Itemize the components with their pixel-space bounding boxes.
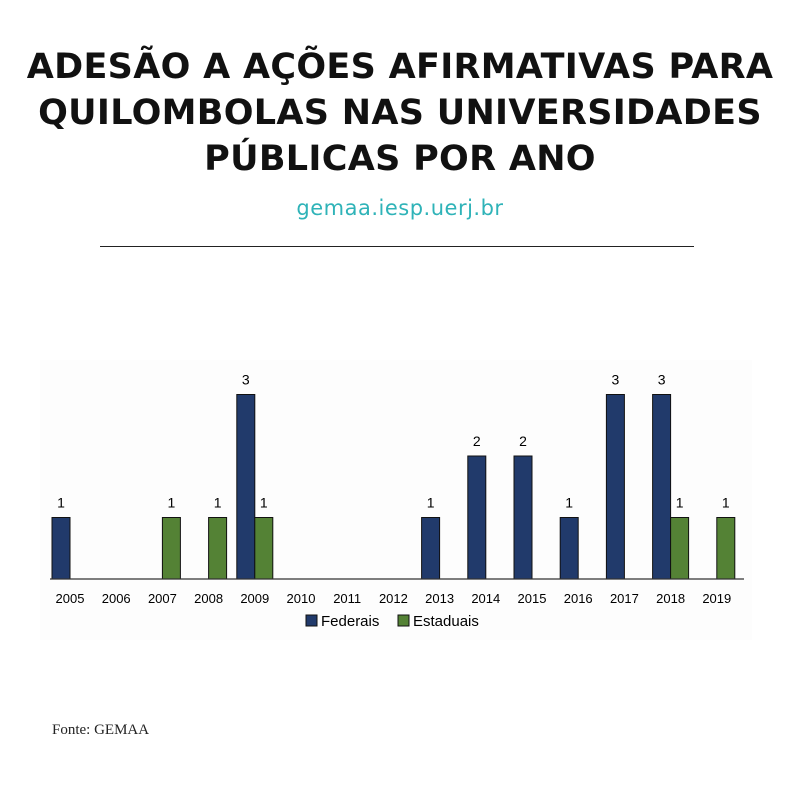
x-tick-label-2012: 2012 — [379, 591, 408, 606]
data-label-federais-2017: 3 — [612, 372, 620, 388]
bar-chart: 1 2005 2006 1 2007 1 2008 3 1 2009 2010 2011 2012 1 20… — [50, 372, 744, 630]
page-title: ADESÃO A AÇÕES AFIRMATIVAS PARA QUILOMBO… — [0, 44, 800, 182]
title-line-1: ADESÃO A AÇÕES AFIRMATIVAS PARA — [26, 47, 774, 87]
x-tick-label-2010: 2010 — [287, 591, 316, 606]
data-label-estaduais-2007: 1 — [168, 495, 176, 511]
x-tick-label-2008: 2008 — [194, 591, 223, 606]
bar-federais-2005 — [51, 517, 71, 580]
data-label-estaduais-2009: 1 — [260, 495, 268, 511]
bar-federais-2017 — [605, 394, 625, 580]
x-tick-label-2017: 2017 — [610, 591, 639, 606]
legend-label-estaduais: Estaduais — [413, 613, 479, 630]
chart-area: 1 2005 2006 1 2007 1 2008 3 1 2009 2010 2011 2012 1 20… — [40, 360, 752, 640]
x-tick-label-2009: 2009 — [240, 591, 269, 606]
bar-estaduais-2008 — [208, 517, 228, 580]
x-tick-label-2019: 2019 — [702, 591, 731, 606]
bar-estaduais-2009 — [254, 517, 274, 580]
bar-federais-2009 — [236, 394, 256, 580]
data-label-federais-2013: 1 — [427, 495, 435, 511]
bar-federais-2013 — [421, 517, 441, 580]
bar-federais-2015 — [513, 455, 533, 580]
data-label-federais-2018: 3 — [658, 372, 666, 388]
bar-federais-2018 — [652, 394, 672, 580]
title-line-2: QUILOMBOLAS NAS UNIVERSIDADES — [38, 93, 762, 133]
x-tick-label-2015: 2015 — [518, 591, 547, 606]
bar-federais-2014 — [467, 455, 487, 580]
data-label-estaduais-2018: 1 — [676, 495, 684, 511]
legend-swatch-estaduais — [397, 614, 410, 627]
source-url-link[interactable]: gemaa.iesp.uerj.br — [296, 196, 504, 220]
data-label-federais-2014: 2 — [473, 433, 481, 449]
data-label-federais-2016: 1 — [565, 495, 573, 511]
bar-estaduais-2018 — [670, 517, 690, 580]
x-tick-label-2014: 2014 — [471, 591, 500, 606]
data-label-estaduais-2008: 1 — [214, 495, 222, 511]
title-line-3: PÚBLICAS POR ANO — [204, 139, 596, 179]
legend-swatch-federais — [305, 614, 318, 627]
data-label-federais-2005: 1 — [57, 495, 65, 511]
bar-estaduais-2019 — [716, 517, 736, 580]
divider — [100, 246, 694, 247]
x-tick-label-2013: 2013 — [425, 591, 454, 606]
bar-federais-2016 — [559, 517, 579, 580]
x-tick-label-2016: 2016 — [564, 591, 593, 606]
data-label-estaduais-2019: 1 — [722, 495, 730, 511]
x-tick-label-2007: 2007 — [148, 591, 177, 606]
legend-label-federais: Federais — [321, 613, 379, 630]
x-tick-label-2018: 2018 — [656, 591, 685, 606]
x-tick-label-2011: 2011 — [333, 591, 361, 606]
x-tick-label-2005: 2005 — [56, 591, 85, 606]
source-footer: Fonte: GEMAA — [52, 722, 150, 738]
bar-estaduais-2007 — [161, 517, 181, 580]
data-label-federais-2009: 3 — [242, 372, 250, 388]
data-label-federais-2015: 2 — [519, 433, 527, 449]
x-tick-label-2006: 2006 — [102, 591, 131, 606]
